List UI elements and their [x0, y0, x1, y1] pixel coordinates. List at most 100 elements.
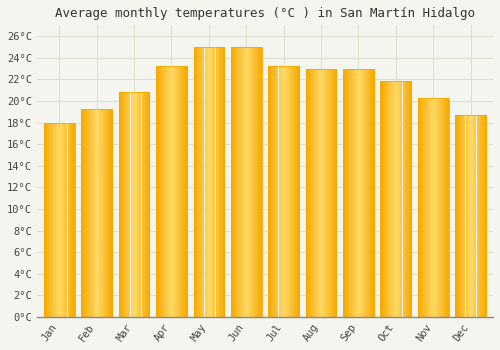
Bar [361, 69, 362, 317]
Bar [462, 115, 463, 317]
Bar [313, 69, 314, 317]
Bar [336, 69, 337, 317]
Bar [410, 82, 411, 317]
Bar [134, 92, 135, 317]
Bar [163, 66, 164, 317]
Bar [51, 122, 52, 317]
Bar [74, 122, 76, 317]
Bar [245, 47, 246, 317]
Bar [69, 122, 70, 317]
Bar [393, 82, 394, 317]
Bar [384, 82, 385, 317]
Bar [60, 122, 61, 317]
Bar [176, 66, 178, 317]
Bar [352, 69, 354, 317]
Bar [87, 108, 88, 317]
Bar [232, 47, 233, 317]
Bar [48, 122, 50, 317]
Bar [364, 69, 365, 317]
Bar [261, 47, 262, 317]
Bar [276, 66, 277, 317]
Bar [309, 69, 310, 317]
Bar [254, 47, 256, 317]
Bar [212, 47, 213, 317]
Bar [194, 47, 224, 317]
Bar [165, 66, 166, 317]
Bar [166, 66, 167, 317]
Bar [472, 115, 474, 317]
Bar [295, 66, 296, 317]
Bar [324, 69, 326, 317]
Bar [292, 66, 294, 317]
Bar [242, 47, 244, 317]
Bar [147, 92, 148, 317]
Bar [287, 66, 288, 317]
Bar [214, 47, 216, 317]
Bar [148, 92, 150, 317]
Bar [319, 69, 320, 317]
Bar [157, 66, 158, 317]
Bar [314, 69, 315, 317]
Bar [442, 98, 443, 317]
Bar [404, 82, 405, 317]
Bar [418, 98, 448, 317]
Bar [160, 66, 161, 317]
Bar [100, 108, 101, 317]
Bar [178, 66, 179, 317]
Bar [217, 47, 218, 317]
Bar [435, 98, 436, 317]
Bar [369, 69, 370, 317]
Bar [195, 47, 196, 317]
Bar [478, 115, 479, 317]
Bar [424, 98, 425, 317]
Bar [272, 66, 273, 317]
Bar [386, 82, 387, 317]
Bar [348, 69, 350, 317]
Bar [257, 47, 258, 317]
Bar [202, 47, 203, 317]
Bar [459, 115, 460, 317]
Bar [82, 108, 83, 317]
Bar [168, 66, 170, 317]
Bar [85, 108, 86, 317]
Bar [143, 92, 144, 317]
Bar [438, 98, 439, 317]
Bar [73, 122, 74, 317]
Bar [179, 66, 180, 317]
Bar [385, 82, 386, 317]
Bar [426, 98, 428, 317]
Bar [156, 66, 157, 317]
Bar [344, 69, 346, 317]
Bar [162, 66, 163, 317]
Bar [172, 66, 174, 317]
Bar [406, 82, 407, 317]
Bar [311, 69, 312, 317]
Bar [206, 47, 207, 317]
Bar [485, 115, 486, 317]
Bar [479, 115, 480, 317]
Bar [70, 122, 72, 317]
Bar [483, 115, 484, 317]
Bar [306, 69, 336, 317]
Bar [83, 108, 84, 317]
Bar [44, 122, 46, 317]
Bar [62, 122, 63, 317]
Bar [216, 47, 217, 317]
Bar [291, 66, 292, 317]
Bar [63, 122, 64, 317]
Bar [354, 69, 355, 317]
Bar [476, 115, 478, 317]
Bar [220, 47, 221, 317]
Bar [440, 98, 442, 317]
Bar [365, 69, 366, 317]
Bar [96, 108, 97, 317]
Bar [439, 98, 440, 317]
Bar [231, 47, 232, 317]
Bar [474, 115, 475, 317]
Bar [350, 69, 351, 317]
Bar [396, 82, 397, 317]
Bar [456, 115, 457, 317]
Bar [383, 82, 384, 317]
Bar [370, 69, 372, 317]
Bar [46, 122, 47, 317]
